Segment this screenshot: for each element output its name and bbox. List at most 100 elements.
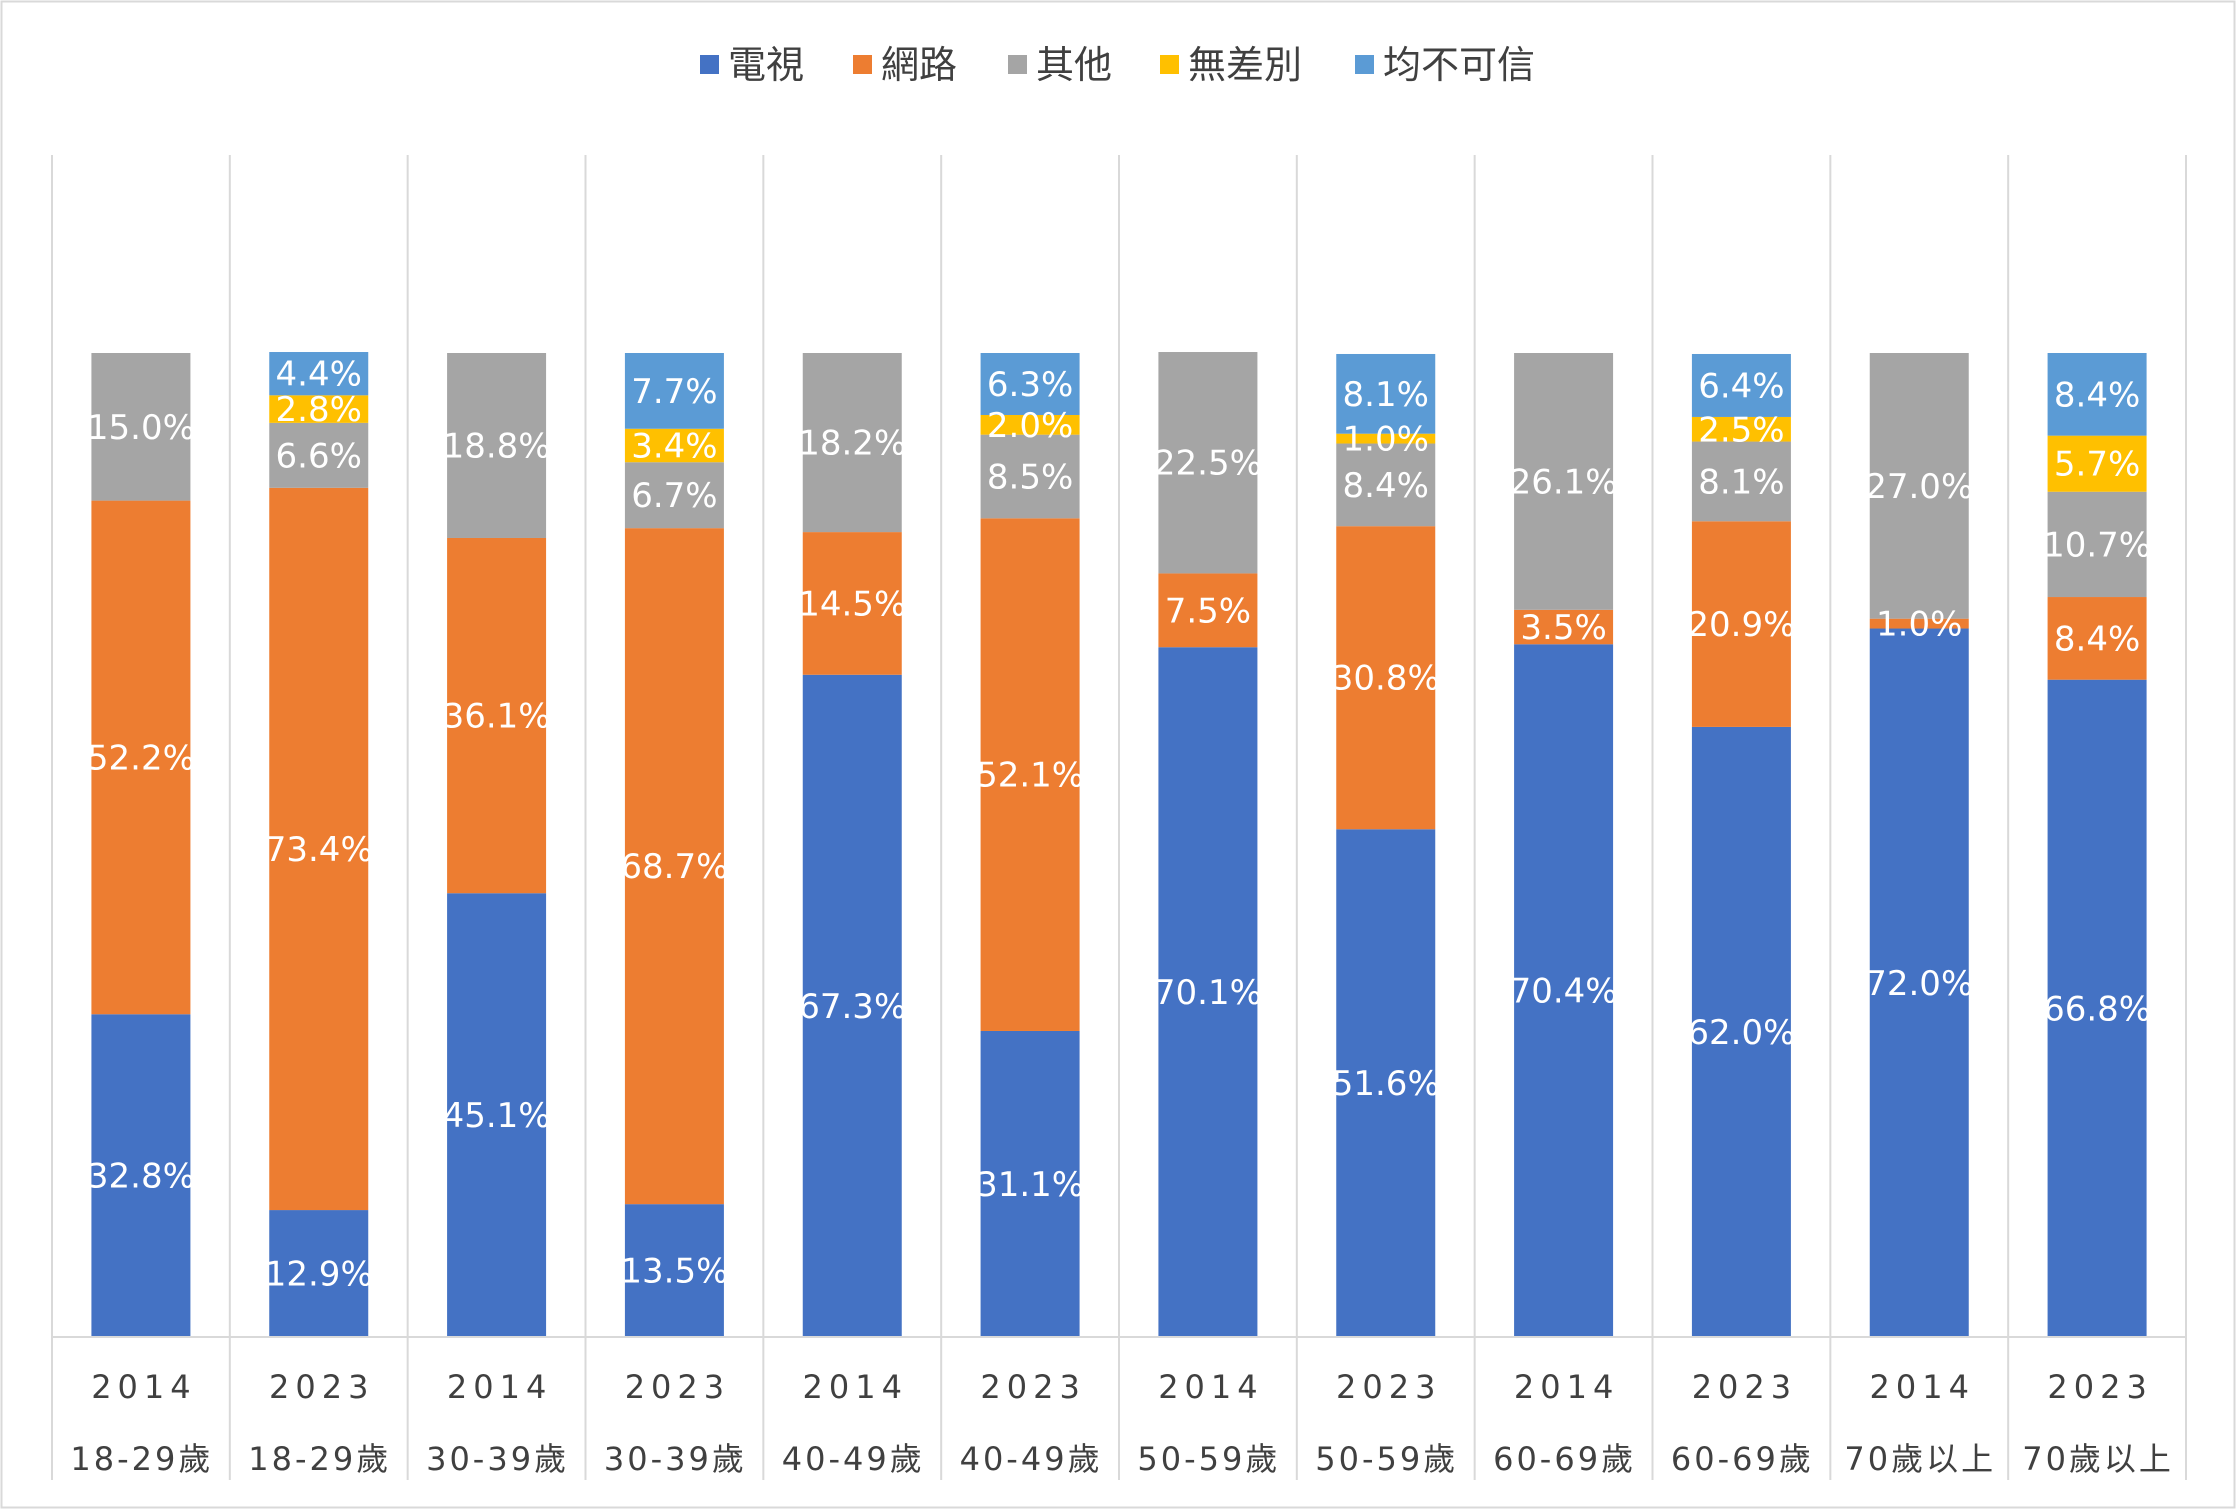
bar-segment-1: [1514, 644, 1614, 1337]
data-label: 67.3%: [798, 987, 906, 1027]
data-label: 14.5%: [798, 584, 906, 624]
bar-segment-1: [1336, 829, 1436, 1337]
legend-swatch: [1355, 55, 1374, 74]
bar-segment-1: [980, 1030, 1080, 1337]
data-label: 15.0%: [87, 408, 195, 448]
x-tick-group: 30-39歲: [426, 1440, 569, 1478]
bar-segment-3: [1869, 353, 1969, 619]
legend-label: 電視: [728, 43, 804, 87]
x-tick-group: 18-29歲: [248, 1440, 391, 1478]
data-label: 1.0%: [1343, 420, 1429, 460]
x-tick-year: 2023: [625, 1368, 730, 1406]
data-label: 62.0%: [1687, 1013, 1795, 1053]
bar-segment-4: [980, 414, 1080, 435]
vertical-gridlines: [51, 155, 2187, 1480]
data-label: 5.7%: [2054, 445, 2140, 485]
data-label: 18.8%: [443, 426, 551, 466]
x-tick-year: 2023: [2047, 1368, 2152, 1406]
x-tick-group: 40-49歲: [960, 1440, 1103, 1478]
data-label: 6.7%: [631, 476, 717, 516]
x-tick-year: 2023: [1336, 1368, 1441, 1406]
bar-segment-3: [980, 434, 1080, 519]
x-tick-year: 2014: [447, 1368, 552, 1406]
bar-segment-2: [1336, 526, 1436, 830]
bar-segment-3: [1336, 443, 1436, 527]
bar-segment-2: [1158, 573, 1258, 648]
bar-segment-2: [624, 528, 724, 1205]
data-label: 2.5%: [1698, 410, 1784, 450]
bar-segment-2: [447, 537, 547, 894]
x-tick-year: 2014: [803, 1368, 908, 1406]
legend-label: 無差別: [1188, 43, 1302, 87]
bar-segment-3: [2047, 491, 2147, 598]
bar-segment-1: [1158, 647, 1258, 1337]
x-tick-group: 50-59歲: [1315, 1440, 1458, 1478]
legend-swatch: [853, 55, 872, 74]
data-label: 72.0%: [1865, 964, 1973, 1004]
data-label: 27.0%: [1865, 467, 1973, 507]
data-label: 68.7%: [620, 847, 728, 887]
bar-segment-1: [1869, 628, 1969, 1337]
bar-segment-1: [269, 1210, 369, 1337]
bar-segment-3: [91, 353, 191, 501]
bar-segment-1: [1691, 726, 1791, 1337]
bar-segment-4: [1691, 416, 1791, 442]
x-tick-group: 60-69歲: [1493, 1440, 1636, 1478]
legend-label: 其他: [1036, 43, 1112, 87]
bar-segment-2: [802, 532, 902, 675]
data-label: 8.4%: [2054, 619, 2140, 659]
data-label: 1.0%: [1876, 605, 1962, 645]
bar-segment-2: [91, 500, 191, 1015]
bar-segment-5: [1336, 353, 1436, 434]
bar-segment-4: [2047, 435, 2147, 492]
x-tick-year: 2014: [1158, 1368, 1263, 1406]
data-label: 18.2%: [798, 424, 906, 464]
bar-segment-3: [1691, 441, 1791, 522]
data-label: 70.4%: [1510, 972, 1618, 1012]
bar-segment-4: [624, 428, 724, 463]
bar-segment-4: [269, 395, 369, 423]
data-label: 26.1%: [1510, 462, 1618, 502]
x-tick-year: 2023: [980, 1368, 1085, 1406]
data-label: 3.4%: [631, 426, 717, 466]
x-tick-year: 2014: [1514, 1368, 1619, 1406]
data-label: 36.1%: [443, 697, 551, 737]
bar-segment-3: [624, 462, 724, 529]
data-label: 52.2%: [87, 738, 195, 778]
bar-segments: [91, 352, 2147, 1337]
legend-label: 均不可信: [1383, 43, 1535, 87]
data-label: 8.1%: [1698, 462, 1784, 502]
bar-segment-2: [980, 518, 1080, 1031]
x-tick-group: 30-39歲: [604, 1440, 747, 1478]
bar-segment-3: [447, 353, 547, 538]
x-axis: 2014 18-29歲 2023 18-29歲 2014 30-39歲 2023 30-39歲…: [52, 1336, 2186, 1478]
x-tick-group: 70歲以上: [1844, 1440, 1996, 1478]
data-label: 70.1%: [1154, 973, 1262, 1013]
x-tick-group: 40-49歲: [782, 1440, 925, 1478]
data-label: 22.5%: [1154, 444, 1262, 484]
data-label: 66.8%: [2043, 989, 2151, 1029]
data-label: 7.5%: [1165, 591, 1251, 631]
x-tick-year: 2023: [269, 1368, 374, 1406]
data-label: 52.1%: [976, 756, 1084, 796]
data-label: 8.4%: [2054, 375, 2140, 415]
bar-segment-5: [980, 353, 1080, 415]
data-label: 6.4%: [1698, 366, 1784, 406]
data-label: 45.1%: [443, 1096, 551, 1136]
x-tick-year: 2014: [91, 1368, 196, 1406]
data-label: 30.8%: [1332, 659, 1440, 699]
bar-segment-3: [802, 353, 902, 533]
x-tick-year: 2014: [1870, 1368, 1975, 1406]
legend-swatch: [1160, 55, 1179, 74]
legend: 電視 網路 其他 無差別 均不可信: [700, 43, 1535, 87]
bar-segment-5: [1691, 353, 1791, 417]
data-label: 6.3%: [987, 365, 1073, 405]
legend-swatch: [700, 55, 719, 74]
data-label: 6.6%: [276, 436, 362, 476]
data-label: 2.0%: [987, 406, 1073, 446]
data-label: 4.4%: [276, 355, 362, 395]
x-tick-group: 70歲以上: [2022, 1440, 2174, 1478]
data-labels: 32.8% 52.2% 15.0% 12.9% 73.4% 6.6% 2.8%4.4% 45.…: [87, 355, 2151, 1295]
